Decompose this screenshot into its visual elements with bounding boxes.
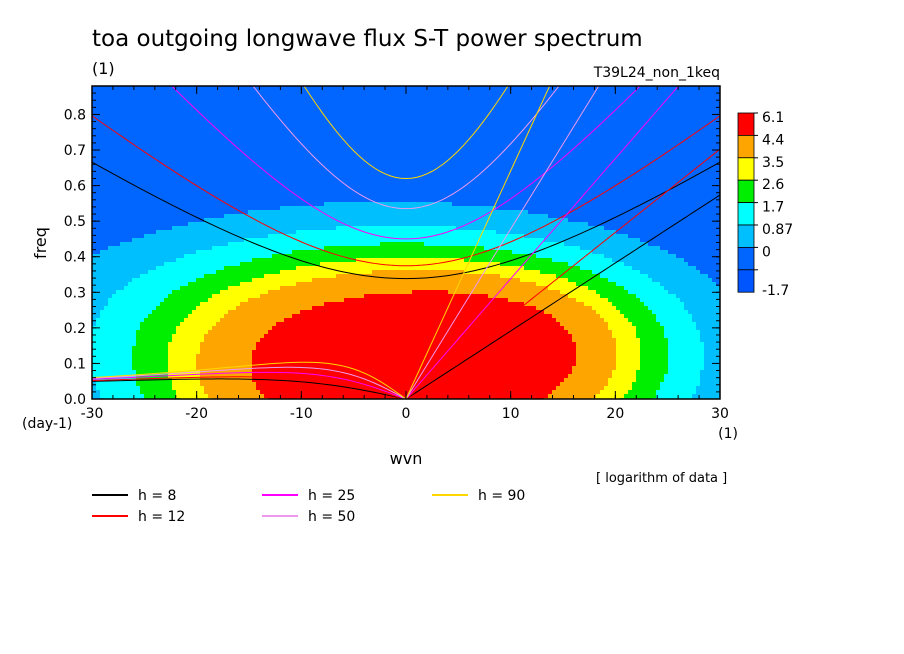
colorbar: 6.1 4.4 3.5 2.6 1.7 0.87 0 -1.7 (737, 110, 793, 299)
y-tick-label: 0.0 (64, 392, 86, 408)
x-tick-label: 0 (402, 406, 411, 422)
y-units-label: (day-1) (22, 416, 72, 432)
y-tick-label: 0.8 (64, 107, 86, 123)
x-tick-label: 10 (502, 406, 520, 422)
dispersion-curves (92, 86, 720, 399)
x-axis-ticks: -30 -20 -10 0 10 20 30 (81, 86, 729, 422)
x-tick-label: -30 (81, 406, 104, 422)
gravity-curve-h90 (303, 86, 509, 180)
legend-label-h12: h = 12 (138, 509, 185, 525)
rossby-curve-h90 (92, 361, 407, 399)
y-tick-label: 0.2 (64, 321, 86, 337)
colorbar-swatch (737, 269, 755, 293)
colorbar-label: 4.4 (762, 132, 784, 148)
colorbar-label: -1.7 (762, 283, 789, 299)
colorbar-swatch (737, 134, 755, 159)
y-tick-label: 0.4 (64, 250, 86, 266)
x-tick-label: -20 (185, 406, 208, 422)
y-axis-ticks: 0.0 0.1 0.2 0.3 0.4 0.5 0.6 0.7 0.8 (64, 92, 720, 408)
y-tick-label: 0.6 (64, 179, 86, 195)
curve-legend: h = 8 h = 12 h = 25 h = 50 h = 90 (92, 488, 525, 525)
colorbar-swatch (737, 246, 755, 271)
kelvin-curve-h12 (405, 148, 720, 399)
rossby-curve-h50 (92, 366, 407, 399)
x-tick-label: 30 (711, 406, 729, 422)
gravity-curve-h12 (92, 115, 720, 267)
kelvin-curve-h90 (405, 86, 551, 399)
y-tick-label: 0.5 (64, 214, 86, 230)
x-tick-label: -10 (290, 406, 313, 422)
rossby-curve-h12 (92, 376, 407, 399)
y-tick-label: 0.3 (64, 285, 86, 301)
colorbar-label: 3.5 (762, 155, 784, 171)
contour-fills (92, 86, 720, 399)
x-axis-label: wvn (390, 449, 423, 468)
kelvin-curve-h25 (405, 86, 680, 399)
colorbar-swatch (737, 157, 755, 181)
gravity-curve-h50 (252, 86, 560, 210)
colorbar-label: 0 (762, 244, 771, 260)
colorbar-swatch (737, 179, 755, 203)
x-units-label: (1) (718, 426, 738, 442)
kelvin-curve-h8 (405, 194, 720, 399)
colorbar-label: 2.6 (762, 177, 784, 193)
chart-units: (1) (92, 59, 115, 78)
legend-label-h50: h = 50 (308, 509, 355, 525)
rossby-curve-h25 (92, 371, 407, 399)
plot-area (92, 86, 720, 399)
gravity-curve-h8 (92, 161, 720, 280)
legend-label-h8: h = 8 (138, 488, 176, 504)
kelvin-curve-h50 (405, 86, 600, 399)
y-tick-label: 0.1 (64, 356, 86, 372)
gravity-curve-h25 (171, 86, 641, 240)
colorbar-swatch (737, 202, 755, 226)
colorbar-swatch (737, 224, 755, 248)
colorbar-label: 6.1 (762, 110, 784, 126)
rossby-curve-h8 (92, 378, 407, 399)
chart-title: toa outgoing longwave flux S-T power spe… (92, 26, 643, 52)
legend-label-h25: h = 25 (308, 488, 355, 504)
y-tick-label: 0.7 (64, 143, 86, 159)
colorbar-swatch (737, 112, 755, 136)
x-tick-label: 20 (606, 406, 624, 422)
y-axis-label: freq (31, 227, 50, 259)
run-label: T39L24_non_1keq (593, 65, 720, 81)
colorbar-label: 0.87 (762, 222, 793, 238)
legend-label-h90: h = 90 (478, 488, 525, 504)
colorbar-label: 1.7 (762, 200, 784, 216)
data-note: [ logarithm of data ] (596, 471, 727, 486)
